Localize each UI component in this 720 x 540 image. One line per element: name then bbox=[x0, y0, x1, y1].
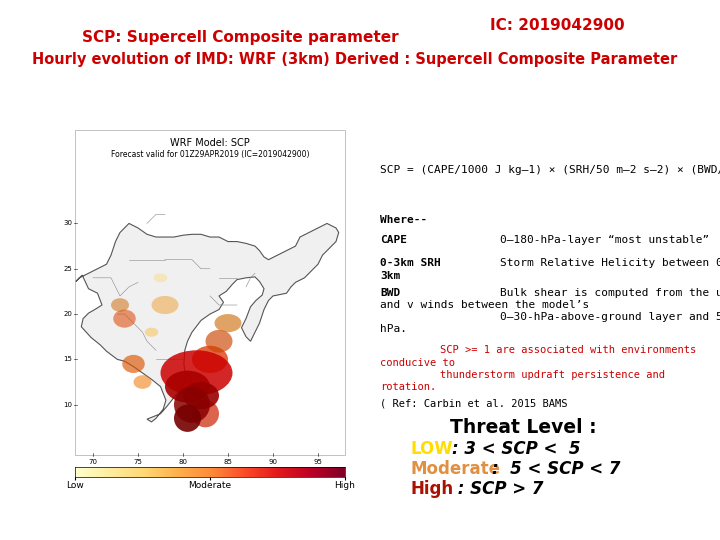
Text: thunderstorm updraft persistence and: thunderstorm updraft persistence and bbox=[440, 370, 665, 380]
Ellipse shape bbox=[145, 328, 158, 337]
Ellipse shape bbox=[111, 298, 129, 312]
Text: High: High bbox=[410, 480, 453, 498]
Text: rotation.: rotation. bbox=[380, 382, 436, 392]
Text: 30: 30 bbox=[63, 220, 72, 226]
Ellipse shape bbox=[113, 309, 136, 328]
Text: BWD: BWD bbox=[380, 288, 400, 298]
Ellipse shape bbox=[151, 296, 179, 314]
Text: SCP >= 1 are associated with environments: SCP >= 1 are associated with environment… bbox=[440, 345, 696, 355]
Text: 75: 75 bbox=[134, 459, 143, 465]
Ellipse shape bbox=[174, 387, 210, 423]
Text: IC: 2019042900: IC: 2019042900 bbox=[490, 18, 625, 33]
Ellipse shape bbox=[215, 314, 241, 332]
Ellipse shape bbox=[161, 350, 233, 396]
Text: SCP = (CAPE/1000 J kg–1) × (SRH/50 m–2 s–2) × (BWD/20 m s–1): SCP = (CAPE/1000 J kg–1) × (SRH/50 m–2 s… bbox=[380, 165, 720, 175]
Text: 90: 90 bbox=[269, 459, 277, 465]
Text: 80: 80 bbox=[179, 459, 187, 465]
Text: 20: 20 bbox=[63, 311, 72, 317]
Polygon shape bbox=[76, 224, 338, 422]
Text: WRF Model: SCP: WRF Model: SCP bbox=[170, 138, 250, 148]
Text: : 3 < SCP <  5: : 3 < SCP < 5 bbox=[452, 440, 580, 458]
Text: SCP: Supercell Composite parameter: SCP: Supercell Composite parameter bbox=[81, 30, 398, 45]
Text: 3km: 3km bbox=[380, 271, 400, 281]
Text: 0–30-hPa-above-ground layer and 500: 0–30-hPa-above-ground layer and 500 bbox=[500, 312, 720, 322]
Text: 15: 15 bbox=[63, 356, 72, 362]
Text: Where--: Where-- bbox=[380, 215, 427, 225]
Text: Forecast valid for 01Z29APR2019 (IC=2019042900): Forecast valid for 01Z29APR2019 (IC=2019… bbox=[111, 150, 310, 159]
Ellipse shape bbox=[122, 355, 145, 373]
Text: Storm Relative Helicity between 0-: Storm Relative Helicity between 0- bbox=[500, 258, 720, 268]
Ellipse shape bbox=[154, 273, 167, 282]
Text: 85: 85 bbox=[224, 459, 233, 465]
Text: Hourly evolution of IMD: WRF (3km) Derived : Supercell Composite Parameter: Hourly evolution of IMD: WRF (3km) Deriv… bbox=[32, 52, 678, 67]
Text: Threat Level :: Threat Level : bbox=[450, 418, 597, 437]
FancyBboxPatch shape bbox=[75, 130, 345, 455]
Ellipse shape bbox=[192, 346, 228, 373]
Text: :  5 < SCP < 7: : 5 < SCP < 7 bbox=[492, 460, 621, 478]
Text: conducive to: conducive to bbox=[380, 358, 455, 368]
Ellipse shape bbox=[205, 330, 233, 353]
Ellipse shape bbox=[183, 382, 219, 409]
Ellipse shape bbox=[133, 375, 151, 389]
Ellipse shape bbox=[165, 370, 210, 402]
Text: 0–180-hPa-layer “most unstable”: 0–180-hPa-layer “most unstable” bbox=[500, 235, 709, 245]
Text: 95: 95 bbox=[314, 459, 323, 465]
Text: 10: 10 bbox=[63, 402, 72, 408]
Text: CAPE: CAPE bbox=[380, 235, 407, 245]
Text: 25: 25 bbox=[63, 266, 72, 272]
Text: ( Ref: Carbin et al. 2015 BAMS: ( Ref: Carbin et al. 2015 BAMS bbox=[380, 398, 567, 408]
Text: hPa.: hPa. bbox=[380, 324, 407, 334]
Text: 70: 70 bbox=[89, 459, 97, 465]
Ellipse shape bbox=[174, 404, 201, 432]
Text: LOW: LOW bbox=[410, 440, 453, 458]
Ellipse shape bbox=[192, 400, 219, 427]
Text: Bulk shear is computed from the u: Bulk shear is computed from the u bbox=[500, 288, 720, 298]
Text: 0-3km SRH: 0-3km SRH bbox=[380, 258, 441, 268]
Text: Moderate: Moderate bbox=[410, 460, 500, 478]
Text: : SCP > 7: : SCP > 7 bbox=[452, 480, 544, 498]
Text: and v winds between the model’s: and v winds between the model’s bbox=[380, 300, 589, 310]
